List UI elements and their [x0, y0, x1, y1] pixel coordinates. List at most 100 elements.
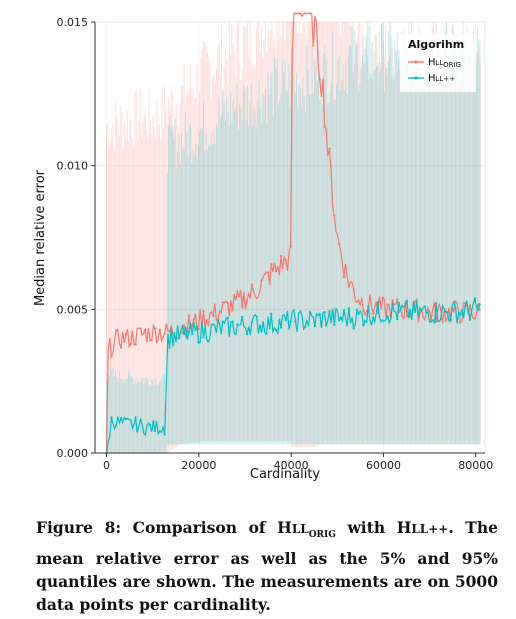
median-point-1-30: [153, 430, 157, 433]
median-point-0-111: [284, 259, 287, 262]
median-point-1-231: [478, 303, 481, 306]
median-point-1-72: [221, 320, 224, 323]
x-axis-label: Cardinality: [250, 467, 321, 482]
median-point-1-126: [309, 311, 312, 314]
median-point-0-228: [473, 317, 476, 320]
median-point-1-213: [449, 318, 452, 321]
median-point-1-123: [304, 325, 307, 328]
median-point-0-39: [168, 330, 171, 333]
median-point-1-171: [381, 319, 384, 322]
median-point-1-84: [241, 315, 244, 318]
median-point-1-165: [372, 316, 375, 319]
x-ticks: 0 20000 40000 60000 80000: [103, 453, 493, 472]
median-point-0-159: [362, 309, 365, 312]
median-point-0-192: [415, 298, 418, 301]
legend-title: Algorihm: [408, 38, 464, 51]
median-point-0-81: [236, 290, 239, 293]
median-point-0-165: [372, 312, 375, 315]
median-point-1-99: [265, 332, 268, 335]
median-point-0-63: [207, 324, 210, 327]
median-point-1-78: [231, 320, 234, 323]
median-point-1-87: [246, 333, 249, 336]
median-point-1-90: [250, 321, 253, 324]
median-point-1-96: [260, 330, 263, 333]
median-point-1-159: [362, 324, 365, 327]
median-point-0-219: [459, 321, 462, 324]
caption-part1: Comparison of: [132, 518, 266, 537]
median-point-0-33: [158, 328, 161, 331]
median-point-0-144: [338, 242, 341, 245]
median-point-1-33: [158, 430, 161, 433]
median-point-0-27: [149, 339, 152, 342]
median-point-0-177: [391, 299, 394, 302]
median-point-1-39: [168, 346, 171, 349]
median-point-0-69: [216, 318, 220, 321]
median-point-0-48: [183, 324, 186, 327]
median-point-1-12: [124, 417, 127, 421]
caption-label: Figure 8:: [36, 518, 122, 537]
median-point-0-147: [342, 275, 346, 278]
x-tick-label-4: 80000: [458, 459, 493, 472]
median-point-0-54: [192, 318, 195, 321]
median-point-0-138: [328, 147, 331, 150]
median-point-1-63: [207, 340, 210, 343]
quantile-band-series-0: [105, 22, 481, 453]
median-point-1-66: [212, 323, 215, 326]
median-point-1-168: [376, 300, 379, 304]
median-point-0-150: [347, 285, 350, 288]
legend-swatch-marker-hll-pp: [414, 76, 418, 80]
median-point-1-45: [178, 337, 181, 340]
median-point-1-156: [357, 312, 360, 315]
median-point-1-201: [430, 320, 433, 323]
median-point-1-192: [415, 300, 418, 303]
median-point-0-105: [275, 270, 278, 273]
legend-box: [400, 34, 476, 92]
series-line-1: [105, 296, 481, 455]
caption-hll-pp-small: LL++: [411, 522, 449, 536]
median-point-0-51: [187, 314, 190, 317]
median-point-0-66: [212, 314, 215, 317]
median-point-1-105: [275, 328, 278, 331]
median-point-0-90: [250, 283, 253, 286]
median-point-1-81: [236, 323, 239, 326]
median-point-0-186: [405, 314, 409, 318]
median-point-0-174: [386, 303, 389, 306]
median-point-1-27: [149, 424, 152, 427]
median-point-0-87: [246, 299, 249, 302]
y-ticks: 0.000 0.005 0.010 0.015: [57, 16, 95, 460]
x-tick-label-3: 60000: [366, 459, 401, 472]
median-point-0-24: [144, 328, 147, 332]
caption-hll-orig: HLLORIG: [277, 518, 336, 541]
caption-hll-pp: HLL++: [397, 518, 449, 537]
legend: Algorihm HLLORIG HLL++: [400, 34, 476, 92]
median-point-1-132: [318, 312, 321, 316]
median-point-1-6: [115, 424, 118, 427]
median-point-1-138: [328, 310, 331, 313]
median-point-1-48: [183, 332, 186, 335]
median-point-0-96: [260, 279, 263, 282]
median-point-0-15: [129, 342, 132, 345]
median-point-1-195: [420, 309, 423, 312]
x-tick-label-0: 0: [103, 459, 110, 472]
median-point-1-120: [299, 310, 302, 313]
median-point-1-108: [279, 326, 283, 329]
median-point-0-135: [323, 125, 326, 128]
legend-entry-hll-orig-sub: ORIG: [443, 61, 461, 69]
median-point-1-216: [454, 306, 457, 310]
median-point-1-135: [323, 311, 326, 314]
legend-entry-hll-orig-small: LL: [436, 59, 444, 67]
legend-entry-hll-pp-main: H: [428, 73, 436, 84]
median-point-0-156: [357, 299, 360, 302]
y-tick-label-2: 0.010: [57, 160, 89, 173]
caption-hll-orig-sub: ORIG: [308, 530, 336, 541]
legend-entry-hll-pp: HLL++: [428, 73, 455, 84]
caption-part2: with: [347, 518, 386, 537]
median-point-0-108: [279, 254, 283, 257]
median-point-1-141: [333, 323, 336, 326]
axes: [94, 22, 485, 454]
median-point-0-120: [299, 12, 302, 15]
median-point-1-111: [284, 319, 287, 322]
median-point-1-222: [464, 304, 467, 308]
median-point-0-21: [139, 327, 142, 330]
median-point-0-204: [435, 320, 438, 323]
